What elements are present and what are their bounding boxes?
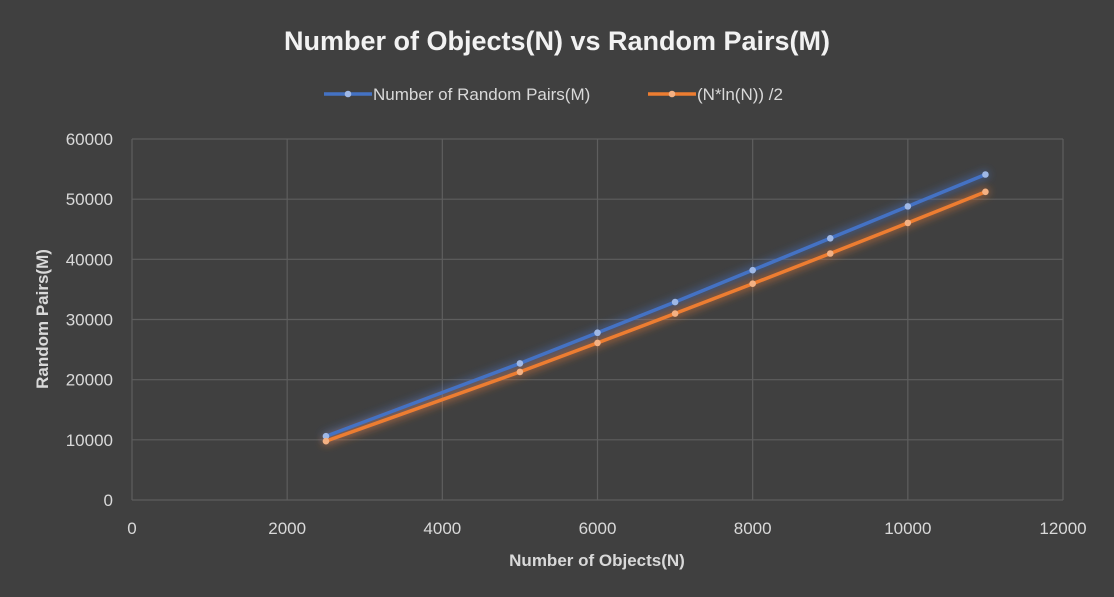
x-tick-label: 12000 [1039,519,1086,538]
data-point-nlogn-half [516,368,524,376]
data-point-random-pairs [594,329,601,337]
y-axis-ticks: 0 10000 20000 30000 40000 50000 60000 [66,130,113,510]
data-point-random-pairs [671,298,679,306]
legend-swatch-marker [344,90,352,98]
y-axis-title: Random Pairs(M) [33,249,52,389]
legend: Number of Random Pairs(M) (N*ln(N)) /2 [324,85,783,104]
legend-item-random-pairs: Number of Random Pairs(M) [324,85,590,104]
x-tick-label: 2000 [268,519,306,538]
y-tick-label: 40000 [66,250,113,269]
data-point-random-pairs [322,432,330,440]
x-tick-label: 10000 [884,519,931,538]
x-tick-label: 0 [127,519,136,538]
y-tick-label: 20000 [66,371,113,390]
data-point-random-pairs [749,266,756,274]
legend-swatch-marker [668,90,676,98]
data-point-random-pairs [904,203,912,210]
data-point-nlogn-half [904,219,912,227]
data-point-nlogn-half [826,250,834,257]
data-point-nlogn-half [749,280,756,288]
data-point-nlogn-half [594,339,601,347]
y-tick-label: 50000 [66,190,113,209]
x-tick-label: 8000 [734,519,772,538]
data-point-random-pairs [826,234,834,242]
y-tick-label: 10000 [66,431,113,450]
data-point-nlogn-half [982,188,989,196]
series-line-nlogn-half [324,190,988,443]
x-tick-label: 4000 [423,519,461,538]
x-tick-label: 6000 [579,519,617,538]
data-point-random-pairs [982,171,989,178]
plot-area [321,169,990,446]
series-line-random-pairs [324,172,988,438]
legend-label: (N*ln(N)) /2 [697,85,783,104]
chart-title: Number of Objects(N) vs Random Pairs(M) [284,26,830,56]
data-point-random-pairs [516,360,524,367]
y-tick-label: 60000 [66,130,113,149]
x-axis-title: Number of Objects(N) [509,551,685,570]
y-tick-label: 30000 [66,311,113,330]
series-glow-nlogn-half [321,187,990,446]
data-point-nlogn-half [322,437,330,445]
legend-item-nlogn-half: (N*ln(N)) /2 [648,85,783,104]
gridlines [131,138,1064,501]
x-axis-ticks: 0 2000 4000 6000 8000 10000 12000 [127,519,1086,538]
data-point-nlogn-half [671,310,679,317]
legend-label: Number of Random Pairs(M) [373,85,590,104]
y-tick-label: 0 [104,491,113,510]
